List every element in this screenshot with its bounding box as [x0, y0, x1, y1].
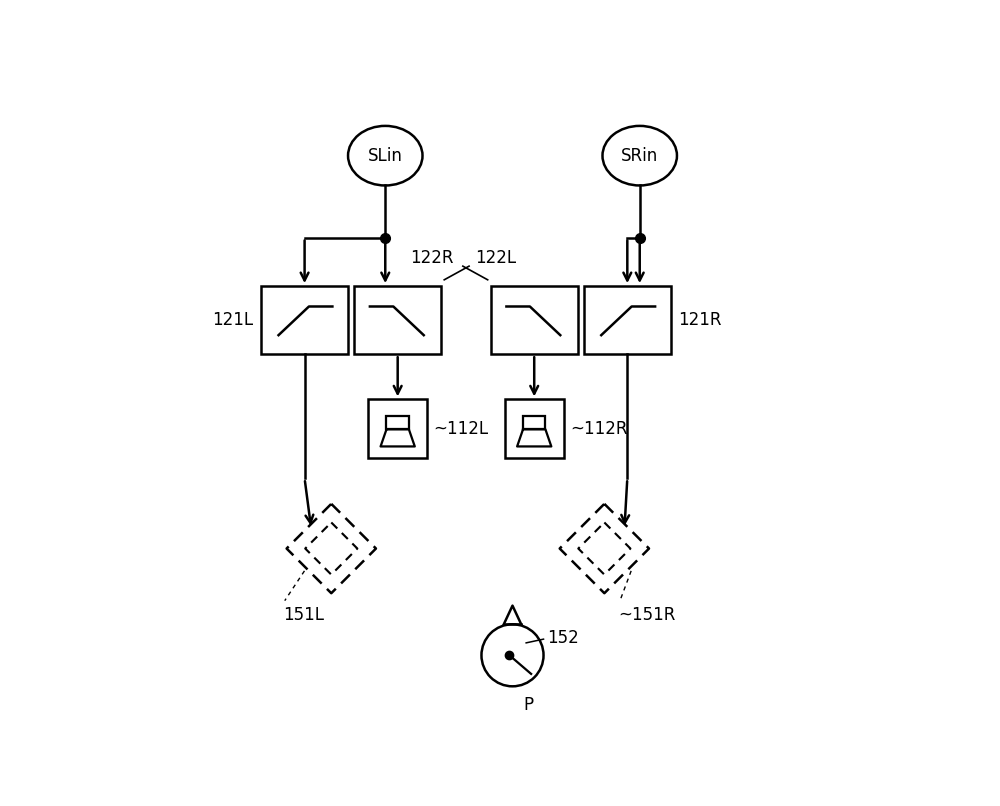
Text: SRin: SRin	[621, 147, 658, 164]
Text: P: P	[523, 696, 533, 713]
Text: ~112L: ~112L	[433, 420, 488, 438]
Bar	[505, 399, 564, 459]
Text: 121R: 121R	[678, 311, 722, 329]
Text: ~112R: ~112R	[570, 420, 627, 438]
Text: 152: 152	[547, 629, 578, 647]
Bar	[368, 399, 427, 459]
Bar	[584, 286, 671, 355]
Bar	[386, 417, 409, 430]
Text: 122R: 122R	[410, 249, 454, 268]
Text: 151L: 151L	[283, 605, 324, 624]
Text: 122L: 122L	[475, 249, 516, 268]
Bar	[261, 286, 348, 355]
Bar	[354, 286, 441, 355]
Bar	[491, 286, 578, 355]
Bar	[523, 417, 545, 430]
Text: SLin: SLin	[368, 147, 403, 164]
Text: 121L: 121L	[213, 311, 254, 329]
Text: ~151R: ~151R	[618, 605, 675, 624]
